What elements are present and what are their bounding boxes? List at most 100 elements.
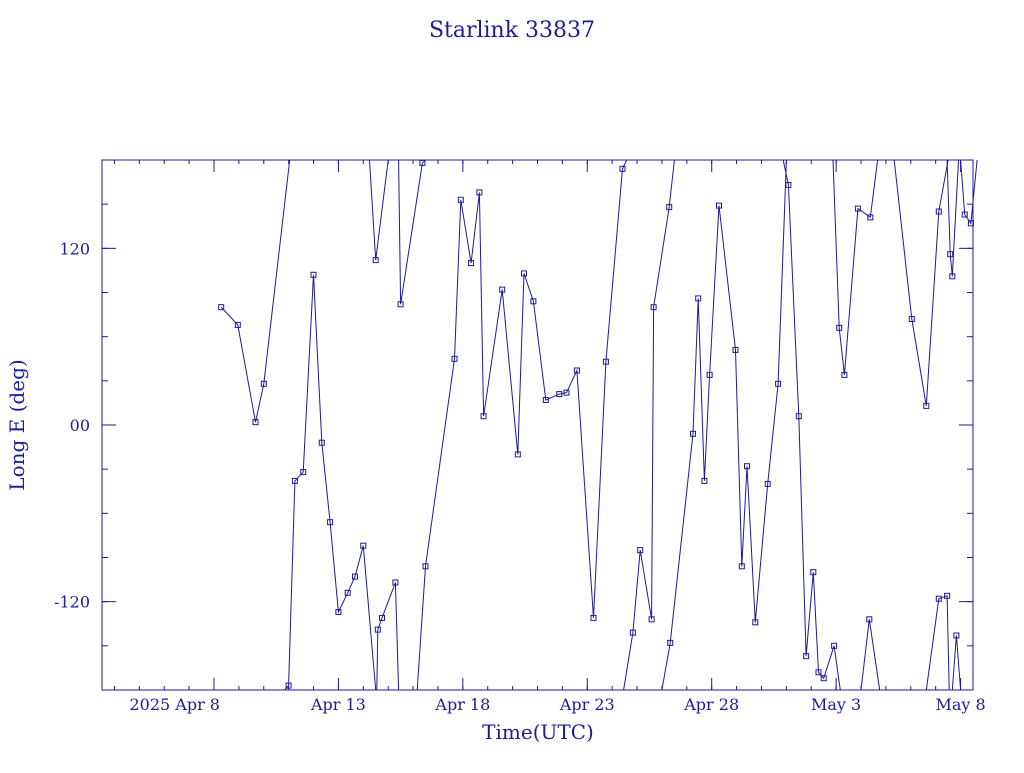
data-point <box>738 563 745 570</box>
data-point <box>815 669 822 676</box>
data-point <box>810 569 817 576</box>
data-point <box>637 547 644 554</box>
x-tick-label: Apr 13 <box>310 695 366 714</box>
series-line-12 <box>860 619 881 691</box>
data-point <box>530 298 537 305</box>
x-axis-label: Time(UTC) <box>482 720 594 744</box>
data-point <box>831 642 838 649</box>
data-point <box>451 355 458 362</box>
data-point <box>573 367 580 374</box>
data-point <box>795 413 802 420</box>
data-point <box>732 346 739 353</box>
data-point <box>666 204 673 211</box>
x-tick-label: 2025 Apr 8 <box>129 695 220 714</box>
x-tick-label: Apr 28 <box>683 695 739 714</box>
data-point <box>935 208 942 215</box>
data-point <box>291 477 298 484</box>
data-point <box>379 614 385 621</box>
data-point <box>499 286 506 293</box>
chart-title: Starlink 33837 <box>429 18 595 43</box>
data-point <box>218 304 225 311</box>
data-point <box>803 653 810 660</box>
data-point <box>935 595 942 602</box>
data-point <box>514 451 521 458</box>
data-point <box>706 371 713 378</box>
series-line-14 <box>925 595 950 691</box>
series-line-8 <box>661 159 787 691</box>
data-point <box>397 301 404 308</box>
series-line-15 <box>946 159 959 277</box>
data-point <box>923 402 930 409</box>
data-point <box>667 639 674 646</box>
data-point <box>744 463 750 470</box>
y-tick-label: 120 <box>59 239 90 258</box>
series-line-10 <box>832 159 879 375</box>
y-tick-label: 00 <box>70 416 90 435</box>
series-line-13 <box>893 159 949 406</box>
plot-frame <box>101 159 974 691</box>
series-line-3 <box>376 582 400 691</box>
data-point <box>961 211 968 218</box>
x-tick-label: Apr 23 <box>559 695 615 714</box>
data-point <box>752 619 759 626</box>
data-point <box>650 304 657 311</box>
data-point <box>419 159 426 166</box>
series-line-5 <box>416 159 628 691</box>
data-point <box>953 632 960 639</box>
data-point <box>695 295 702 302</box>
x-tick-label: May 3 <box>811 695 861 714</box>
data-point <box>252 419 259 426</box>
data-point <box>967 220 974 227</box>
data-point <box>556 391 563 398</box>
data-point <box>422 563 429 570</box>
series-line-9 <box>782 159 841 691</box>
data-point <box>234 321 241 328</box>
data-point <box>521 270 527 277</box>
data-point <box>775 380 782 387</box>
data-point <box>820 675 827 682</box>
data-point <box>260 380 267 387</box>
data-point <box>867 214 874 221</box>
y-axis-ticks: -120 00 120 <box>54 159 973 691</box>
data-point <box>764 480 771 487</box>
data-point <box>392 579 399 586</box>
data-point <box>785 182 792 188</box>
data-point <box>949 273 956 280</box>
data-point <box>327 519 334 526</box>
data-point <box>468 260 475 267</box>
y-axis-label: Long E (deg) <box>5 359 29 490</box>
data-point <box>602 358 609 365</box>
data-point <box>372 257 379 264</box>
data-point <box>648 616 655 623</box>
data-point <box>476 189 483 196</box>
data-point <box>908 316 915 322</box>
data-point <box>841 371 848 378</box>
data-point <box>457 196 464 203</box>
data-point <box>701 477 708 484</box>
data-point <box>374 626 381 633</box>
series-line-0 <box>220 159 291 423</box>
data-point <box>352 573 358 580</box>
data-point <box>947 251 954 258</box>
data-point <box>563 389 570 396</box>
data-point <box>836 324 843 331</box>
series-line-6 <box>623 159 675 691</box>
data-point <box>619 165 626 172</box>
y-tick-label: -120 <box>54 593 90 612</box>
series-line-1 <box>284 274 377 691</box>
data-point <box>300 469 307 476</box>
series-line-2 <box>369 159 389 261</box>
data-point <box>480 413 487 420</box>
x-axis-ticks: 2025 Apr 8 Apr 13 Apr 18 Apr 23 Apr 28 May 3 M… <box>113 160 986 714</box>
x-tick-label: May 8 <box>935 695 985 714</box>
data-point <box>854 205 861 212</box>
series-line-16 <box>951 635 962 691</box>
data-point <box>590 614 597 621</box>
data-point <box>690 430 696 437</box>
data-point <box>335 609 342 615</box>
x-tick-label: Apr 18 <box>434 695 490 714</box>
series-line-4 <box>398 159 426 305</box>
data-point <box>360 542 367 549</box>
